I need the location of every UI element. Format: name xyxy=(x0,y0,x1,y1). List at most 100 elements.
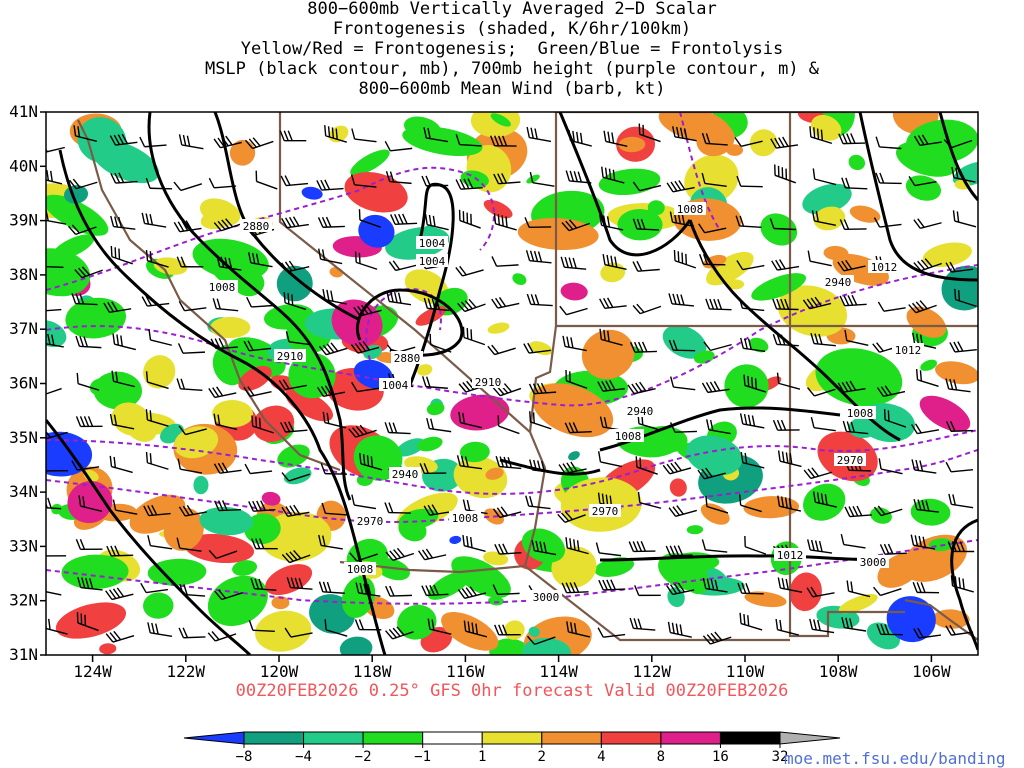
wind-barb xyxy=(243,340,272,352)
wind-barb xyxy=(178,300,207,312)
wind-barb xyxy=(423,504,452,516)
wind-barb xyxy=(566,621,591,638)
wind-barb xyxy=(705,495,729,514)
wind-barb xyxy=(913,134,942,147)
contour-label-bg xyxy=(472,375,504,388)
wind-barb xyxy=(565,537,589,555)
shading-cell xyxy=(532,383,614,438)
title-line-3: Yellow/Red = Frontogenesis; Green/Blue =… xyxy=(240,39,784,59)
shading-cell xyxy=(426,402,445,416)
wind-barb xyxy=(557,511,586,523)
colorbar-seg xyxy=(719,731,781,745)
shading-cell xyxy=(277,444,310,468)
wind-barb xyxy=(810,417,836,432)
wind-barb xyxy=(145,451,169,470)
wind-barb xyxy=(213,462,242,474)
wind-barb xyxy=(703,341,732,352)
contour-label: 1008 xyxy=(847,407,874,420)
wind-barb xyxy=(561,582,589,594)
wind-barb xyxy=(954,288,977,308)
shading-cell xyxy=(449,535,462,544)
y-tick-label: 40N xyxy=(9,156,38,175)
wind-barb xyxy=(173,181,203,192)
y-tick-label: 41N xyxy=(9,102,38,121)
shading-cell xyxy=(232,560,258,576)
contour-labels: 1004 1004 1004 1008 1008 1008 1008 1008 1008 1012… xyxy=(206,202,924,604)
wind-barb xyxy=(318,534,343,550)
wind-barb xyxy=(603,130,628,147)
wind-barb xyxy=(665,545,693,557)
wind-barb xyxy=(524,217,552,229)
wind-barb xyxy=(463,620,488,638)
wind-barb xyxy=(844,505,872,518)
wind-barb xyxy=(385,547,415,562)
wind-barb xyxy=(565,170,592,184)
wind-barb xyxy=(110,245,133,265)
wind-barb xyxy=(837,259,866,272)
wind-barb xyxy=(495,455,522,470)
wind-barb xyxy=(562,335,587,352)
wind-barb xyxy=(285,331,311,346)
wind-barb xyxy=(667,621,692,638)
shading-cell xyxy=(849,205,881,223)
shading-cell xyxy=(528,626,540,638)
contour-label: 1012 xyxy=(777,549,804,562)
wind-barb xyxy=(876,623,903,636)
wind-barb xyxy=(46,428,68,440)
colorbar-label: 1 xyxy=(478,749,486,765)
shading-cell xyxy=(55,602,127,639)
wind-barb xyxy=(419,463,447,475)
wind-barb xyxy=(809,618,835,634)
contour-label-bg xyxy=(624,404,656,417)
source-credit: moe.met.fsu.edu/banding xyxy=(784,749,1006,768)
wind-barb xyxy=(178,627,206,639)
wind-barb xyxy=(523,342,551,354)
wind-barb xyxy=(875,136,902,150)
wind-barb xyxy=(806,586,835,598)
wind-barb xyxy=(384,502,411,514)
wind-barb xyxy=(429,333,452,353)
shading-cell xyxy=(229,139,256,166)
wind-barb xyxy=(491,256,519,267)
colorbar-seg xyxy=(779,731,841,745)
wind-barb xyxy=(908,176,937,187)
wind-barb xyxy=(316,385,346,398)
shading-cell xyxy=(417,436,443,452)
wind-barb xyxy=(109,133,138,146)
contour-label-bg xyxy=(206,280,238,293)
wind-barb xyxy=(324,125,347,143)
wind-barb xyxy=(803,467,833,480)
wind-barb xyxy=(251,415,274,434)
wind-barb xyxy=(316,179,344,191)
wind-barb xyxy=(913,498,939,513)
wind-barb xyxy=(111,370,136,388)
wind-barb xyxy=(739,612,763,631)
wind-barb xyxy=(736,260,765,271)
wind-barb xyxy=(354,619,382,631)
wind-barb xyxy=(911,459,937,474)
wind-barb xyxy=(139,136,167,148)
wind-barb xyxy=(46,308,62,312)
contour-label: 1012 xyxy=(895,344,922,357)
title-line-5: 800−600mb Mean Wind (barb, kt) xyxy=(358,79,666,99)
contour-label-bg xyxy=(844,406,876,419)
wind-barb xyxy=(952,210,977,228)
shading-cell xyxy=(427,570,471,600)
wind-barb xyxy=(877,301,906,312)
wind-barb xyxy=(525,250,552,264)
wind-barb xyxy=(318,342,348,356)
wind-barb xyxy=(173,220,202,233)
y-tick-label: 33N xyxy=(9,536,38,555)
wind-barb xyxy=(841,617,867,632)
shading-cell xyxy=(905,119,978,164)
wind-barb xyxy=(208,386,237,399)
wind-barb xyxy=(597,380,625,392)
shading-cell xyxy=(483,551,509,566)
wind-barb xyxy=(738,297,765,312)
wind-barb xyxy=(384,140,413,152)
wind-barb xyxy=(802,296,832,310)
wind-barb xyxy=(597,451,623,468)
wind-barb xyxy=(635,456,658,475)
wind-barb xyxy=(384,422,411,435)
wind-barb xyxy=(76,612,99,632)
